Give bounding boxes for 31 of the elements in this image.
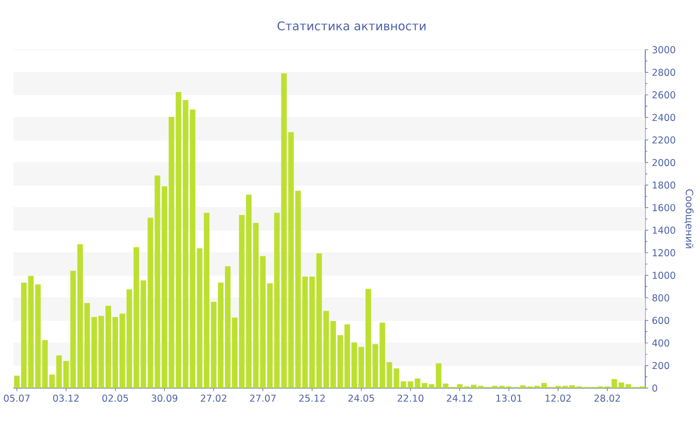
x-tick-label: 05.07 xyxy=(4,394,30,402)
x-tick-label: 28.02 xyxy=(594,394,620,402)
y-tick-label: 3000 xyxy=(652,46,676,54)
y-tick-label: 800 xyxy=(652,294,670,302)
y-tick-label: 2000 xyxy=(652,158,676,166)
x-tick-label: 22.10 xyxy=(398,394,424,402)
y-tick-label: 2400 xyxy=(652,114,676,122)
y-tick-label: 2800 xyxy=(652,68,676,76)
y-tick-label: 0 xyxy=(652,384,658,392)
x-tick-label: 24.05 xyxy=(348,394,374,402)
y-tick-label: 1000 xyxy=(652,272,676,279)
x-tick-label: 02.05 xyxy=(102,394,128,402)
y-tick-label: 1400 xyxy=(652,226,676,234)
chart-title: Статистика активности xyxy=(278,21,426,30)
x-tick-label: 25.12 xyxy=(299,394,325,402)
x-tick-label: 12.02 xyxy=(546,394,571,402)
x-tick-label: 30.09 xyxy=(152,394,178,402)
y-tick-label: 1200 xyxy=(652,249,676,256)
y-tick-label: 600 xyxy=(652,316,670,324)
y-tick-label: 2200 xyxy=(652,136,676,144)
x-tick-label: 27.07 xyxy=(250,394,276,402)
y-tick-label: 400 xyxy=(652,339,670,347)
y-tick-label: 1600 xyxy=(652,204,676,212)
x-tick-label: 03.12 xyxy=(53,394,79,402)
x-tick-label: 13.01 xyxy=(496,394,522,402)
y-axis-title: Сообщений xyxy=(684,189,694,248)
y-tick-label: 200 xyxy=(652,362,670,370)
y-tick-label: 2600 xyxy=(652,91,676,98)
x-tick-label: 27.02 xyxy=(200,394,226,402)
x-tick-label: 24.12 xyxy=(446,394,472,402)
y-tick-label: 1800 xyxy=(652,182,676,189)
